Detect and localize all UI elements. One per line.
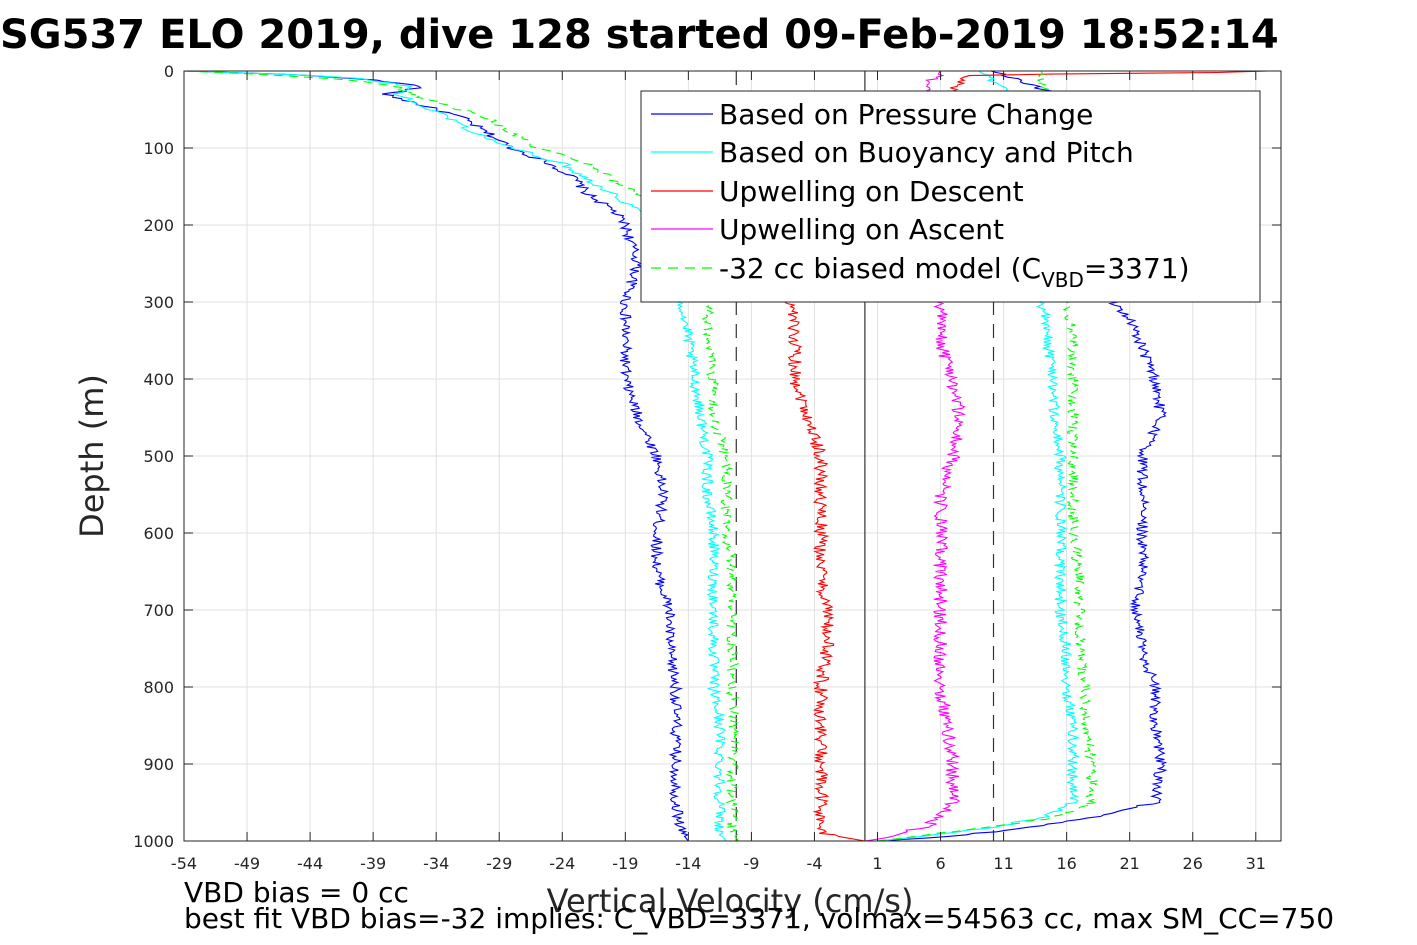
x-tick-label: -34 bbox=[423, 854, 449, 873]
y-tick-label: 900 bbox=[143, 755, 174, 774]
x-tick-label: 11 bbox=[993, 854, 1013, 873]
footer-line-2: best fit VBD bias=-32 implies: C_VBD=337… bbox=[184, 902, 1334, 935]
x-axis-ticks: -54 -49 -44 -39 -34 -29 -24 -19 -14 -9 -4 1 6 11 16 21 2… bbox=[171, 71, 1266, 873]
x-tick-label: -44 bbox=[297, 854, 323, 873]
x-tick-label: 26 bbox=[1183, 854, 1203, 873]
x-tick-label: -9 bbox=[743, 854, 759, 873]
footer-line-1: VBD bias = 0 cc bbox=[184, 876, 409, 909]
x-tick-label: -14 bbox=[675, 854, 701, 873]
y-tick-label: 400 bbox=[143, 370, 174, 389]
y-tick-label: 100 bbox=[143, 139, 174, 158]
chart-title: SG537 ELO 2019, dive 128 started 09-Feb-… bbox=[0, 12, 1279, 58]
x-tick-label: 31 bbox=[1246, 854, 1266, 873]
x-tick-label: -49 bbox=[234, 854, 260, 873]
x-tick-label: -19 bbox=[612, 854, 638, 873]
legend-label-ascent: Upwelling on Ascent bbox=[719, 213, 1004, 246]
series-line-descent bbox=[183, 70, 727, 842]
x-tick-label: -4 bbox=[806, 854, 822, 873]
x-tick-label: -39 bbox=[360, 854, 386, 873]
x-tick-label: 16 bbox=[1056, 854, 1076, 873]
x-tick-label: 1 bbox=[872, 854, 882, 873]
y-tick-label: 200 bbox=[143, 216, 174, 235]
legend-label-buoyancy: Based on Buoyancy and Pitch bbox=[719, 136, 1134, 169]
y-tick-label: 1000 bbox=[133, 832, 174, 851]
legend-label-model: -32 cc biased model (CVBD=3371) bbox=[719, 252, 1190, 292]
x-axis-label: Vertical Velocity (cm/s) bbox=[547, 882, 914, 920]
x-tick-label: 21 bbox=[1120, 854, 1140, 873]
series-line-ascent bbox=[877, 70, 1099, 842]
x-tick-label: -54 bbox=[171, 854, 197, 873]
y-tick-label: 300 bbox=[143, 293, 174, 312]
legend-label-descent: Upwelling on Descent bbox=[719, 175, 1024, 208]
x-tick-label: 6 bbox=[935, 854, 945, 873]
y-tick-label: 500 bbox=[143, 447, 174, 466]
legend: Based on Pressure Change Based on Buoyan… bbox=[640, 90, 1261, 303]
legend-label-pressure: Based on Pressure Change bbox=[719, 98, 1093, 131]
y-tick-label: 0 bbox=[164, 62, 174, 81]
series-line-descent bbox=[183, 70, 690, 842]
y-tick-label: 800 bbox=[143, 678, 174, 697]
legend-box bbox=[640, 90, 1261, 303]
y-tick-label: 600 bbox=[143, 524, 174, 543]
y-axis-label: Depth (m) bbox=[73, 374, 111, 538]
y-axis-ticks: 0 100 200 300 400 500 600 700 800 900 1000 bbox=[133, 62, 1281, 851]
y-tick-label: 700 bbox=[143, 601, 174, 620]
x-tick-label: -29 bbox=[486, 854, 512, 873]
x-tick-label: -24 bbox=[549, 854, 575, 873]
